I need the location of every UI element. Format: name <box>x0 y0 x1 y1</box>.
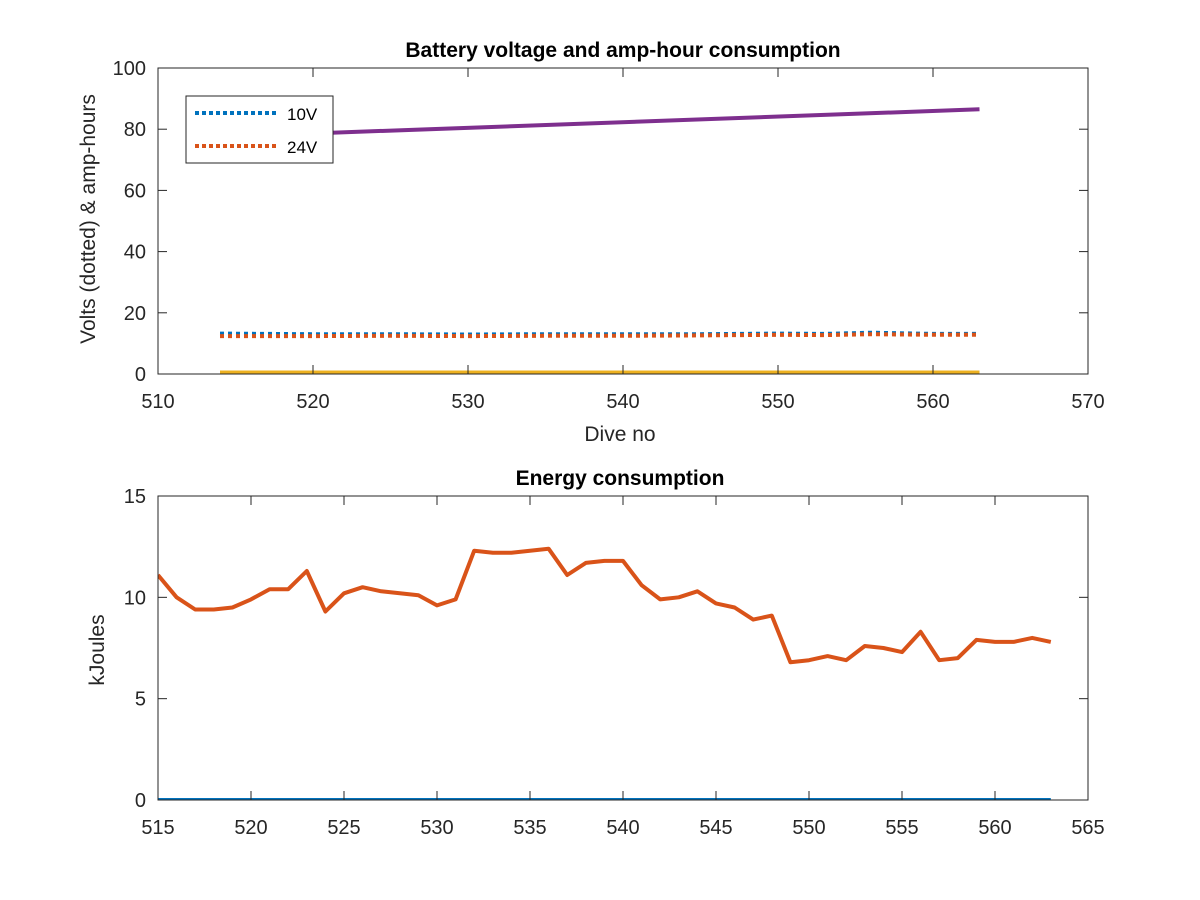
energy-x-tick-label: 565 <box>1071 817 1104 839</box>
energy-x-tick-label: 560 <box>978 817 1011 839</box>
battery-y-axis-label: Volts (dotted) & amp-hours <box>77 94 100 344</box>
battery-y-tick-label: 60 <box>124 180 146 202</box>
energy-x-tick-label: 555 <box>885 817 918 839</box>
battery-x-axis-label: Dive no <box>584 423 655 446</box>
battery-y-tick-label: 80 <box>124 119 146 141</box>
energy-x-tick-label: 540 <box>606 817 639 839</box>
battery-x-tick-label: 510 <box>141 391 174 413</box>
battery-x-tick-label: 560 <box>916 391 949 413</box>
energy-x-tick-label: 550 <box>792 817 825 839</box>
battery-chart-title: Battery voltage and amp-hour consumption <box>405 39 840 62</box>
chart-energy: 515 520 525 530 535 540 545 550 555 560 565 0 5 10 15… <box>86 467 1105 839</box>
energy-x-tick-label: 515 <box>141 817 174 839</box>
battery-legend: 10V 24V <box>185 95 334 164</box>
battery-x-tick-label: 550 <box>761 391 794 413</box>
battery-y-tick-label: 0 <box>135 364 146 386</box>
battery-y-tick-label: 40 <box>124 242 146 264</box>
energy-series-group <box>158 546 1052 800</box>
battery-series-line-2 <box>219 107 980 139</box>
battery-x-tick-label: 520 <box>296 391 329 413</box>
energy-x-tick-label: 520 <box>234 817 267 839</box>
energy-y-tick-label: 5 <box>135 689 146 711</box>
battery-y-ticks: 0 20 40 60 80 100 <box>113 58 1088 386</box>
chart-battery: 510 520 530 540 550 560 570 0 20 40 60 80 100 Batte… <box>77 39 1105 446</box>
battery-x-tick-label: 540 <box>606 391 639 413</box>
battery-x-ticks: 510 520 530 540 550 560 570 <box>141 68 1105 413</box>
energy-x-tick-label: 530 <box>420 817 453 839</box>
battery-y-tick-label: 100 <box>113 58 146 80</box>
energy-chart-title: Energy consumption <box>516 467 725 490</box>
battery-series-group <box>219 107 980 374</box>
energy-series-line-0 <box>158 546 1052 665</box>
legend-box <box>185 95 334 164</box>
legend-label-10v: 10V <box>287 105 318 124</box>
battery-y-tick-label: 20 <box>124 303 146 325</box>
energy-y-ticks: 0 5 10 15 <box>124 486 1088 812</box>
energy-y-axis-label: kJoules <box>86 614 109 685</box>
energy-y-tick-label: 10 <box>124 587 146 609</box>
energy-x-tick-label: 545 <box>699 817 732 839</box>
energy-x-ticks: 515 520 525 530 535 540 545 550 555 560 565 <box>141 496 1105 839</box>
legend-label-24v: 24V <box>287 138 318 157</box>
energy-y-tick-label: 0 <box>135 790 146 812</box>
battery-x-tick-label: 530 <box>451 391 484 413</box>
battery-series-line-1 <box>220 332 980 339</box>
energy-y-tick-label: 15 <box>124 486 146 508</box>
energy-x-tick-label: 525 <box>327 817 360 839</box>
energy-x-tick-label: 535 <box>513 817 546 839</box>
battery-x-tick-label: 570 <box>1071 391 1104 413</box>
